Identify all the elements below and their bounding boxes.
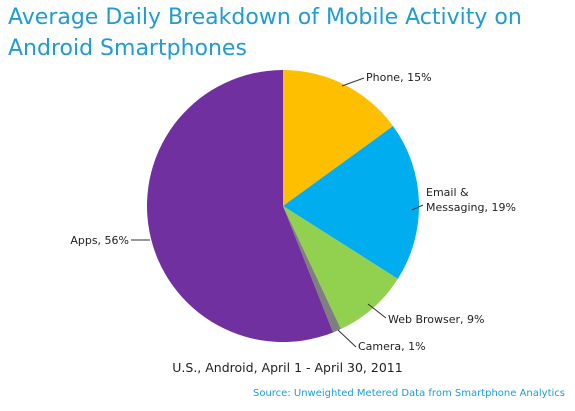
pie-slice-web-browser — [283, 206, 398, 330]
slice-label-camera: Camera, 1% — [358, 340, 426, 353]
chart-title: Average Daily Breakdown of Mobile Activi… — [8, 5, 522, 61]
leader-line-phone — [341, 77, 365, 87]
slice-label-phone: Phone, 15% — [366, 71, 432, 84]
leader-line-camera — [337, 329, 357, 348]
slice-label-web-browser: Web Browser, 9% — [388, 313, 485, 326]
pie-slice-camera — [283, 206, 341, 333]
leader-line-email-messaging — [411, 204, 424, 211]
pie-slice-phone — [283, 70, 394, 206]
chart-source-note: Source: Unweighted Metered Data from Sma… — [252, 388, 565, 399]
pie-slice-apps — [146, 69, 334, 342]
slice-label-email-messaging: Email & Messaging, 19% — [426, 186, 516, 214]
leader-line-web-browser — [367, 303, 387, 319]
pie-slice-email-messaging — [283, 126, 420, 279]
slice-label-apps: Apps, 56% — [70, 234, 129, 247]
chart-subtitle: U.S., Android, April 1 - April 30, 2011 — [172, 360, 403, 375]
